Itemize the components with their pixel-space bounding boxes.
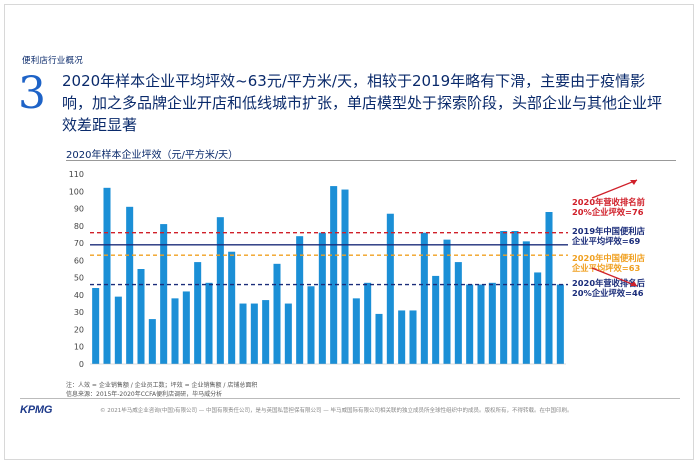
bar <box>148 319 156 364</box>
bar <box>182 291 190 364</box>
chart-title-rule <box>66 160 676 161</box>
bar <box>160 224 168 364</box>
bar <box>500 231 508 364</box>
bar <box>284 303 292 364</box>
bar <box>432 275 440 364</box>
copyright-text: © 2021毕马威企业咨询(中国)有限公司 — 中国有限责任公司，是与英国私营担… <box>100 408 573 414</box>
y-tick-label: 60 <box>74 256 84 265</box>
y-tick-label: 70 <box>74 239 84 248</box>
bar <box>239 303 247 364</box>
bar <box>420 232 428 364</box>
headline: 2020年样本企业平均坪效~63元/平方米/天，相较于2019年略有下滑，主要由… <box>62 72 663 134</box>
bar <box>545 212 553 364</box>
bar <box>352 298 360 364</box>
reference-line-label: 2020年营收排名后 <box>572 278 646 288</box>
bar <box>556 284 564 364</box>
bar <box>250 303 258 364</box>
y-tick-label: 10 <box>74 343 84 352</box>
bar-chart: 01020304050607080901001102020年营收排名前20%企业… <box>69 170 646 369</box>
bar <box>273 263 281 364</box>
reference-line-label: 2019年中国便利店 <box>572 226 646 236</box>
bar <box>398 310 406 364</box>
bar <box>307 286 315 364</box>
bar <box>114 296 122 364</box>
y-tick-label: 20 <box>74 325 84 334</box>
bar <box>92 288 100 364</box>
chart-title: 2020年样本企业坪效（元/平方米/天） <box>66 150 239 161</box>
bar <box>534 272 542 364</box>
bar <box>137 269 145 364</box>
arrow-line <box>591 267 638 287</box>
arrow-line <box>591 179 638 199</box>
y-tick-label: 80 <box>74 222 84 231</box>
y-tick-label: 100 <box>69 187 84 196</box>
y-tick-label: 40 <box>74 291 84 300</box>
kpmg-logo: KPMG <box>20 404 53 416</box>
note-text: 注：人效 = 企业销售额 / 企业员工数；坪效 = 企业销售额 / 店铺总面积 <box>66 382 258 389</box>
reference-line-label: 20%企业坪效=76 <box>572 207 644 217</box>
bar <box>205 282 213 364</box>
bar <box>522 241 530 364</box>
bar <box>318 232 326 364</box>
plot-area <box>90 174 566 364</box>
bar <box>330 186 338 364</box>
reference-line-label: 20%企业坪效=46 <box>572 288 644 298</box>
bar <box>103 187 111 364</box>
bar <box>443 239 451 364</box>
y-tick-label: 110 <box>69 170 84 179</box>
bar <box>511 231 519 364</box>
bar <box>488 282 496 364</box>
section-tag: 便利店行业概况 <box>22 56 83 66</box>
bar <box>216 217 224 364</box>
footer-divider <box>20 398 680 399</box>
bar <box>262 300 270 364</box>
source-text: 信息来源：2015年-2020年CCFA便利店调研，毕马威分析 <box>66 391 223 398</box>
reference-line-label: 2020年中国便利店 <box>572 253 646 263</box>
reference-line-label: 企业平均坪效=63 <box>571 263 641 273</box>
bar <box>341 189 349 364</box>
bar <box>386 213 394 364</box>
bar <box>364 282 372 364</box>
bar <box>477 284 485 364</box>
y-tick-label: 30 <box>74 308 84 317</box>
bar <box>228 251 236 364</box>
reference-line-label: 2020年营收排名前 <box>572 197 646 207</box>
arrow-head <box>630 281 637 286</box>
y-tick-label: 0 <box>79 360 84 369</box>
bar <box>466 284 474 364</box>
bar <box>375 313 383 364</box>
section-number: 3 <box>18 68 46 119</box>
y-tick-label: 50 <box>74 274 84 283</box>
bar <box>454 262 462 364</box>
bar <box>126 206 134 364</box>
y-tick-label: 90 <box>74 205 84 214</box>
bar <box>296 236 304 364</box>
arrow-head <box>630 180 637 185</box>
bar <box>194 262 202 364</box>
bar <box>171 298 179 364</box>
bar <box>409 310 417 364</box>
reference-line-label: 企业平均坪效=69 <box>571 236 641 246</box>
